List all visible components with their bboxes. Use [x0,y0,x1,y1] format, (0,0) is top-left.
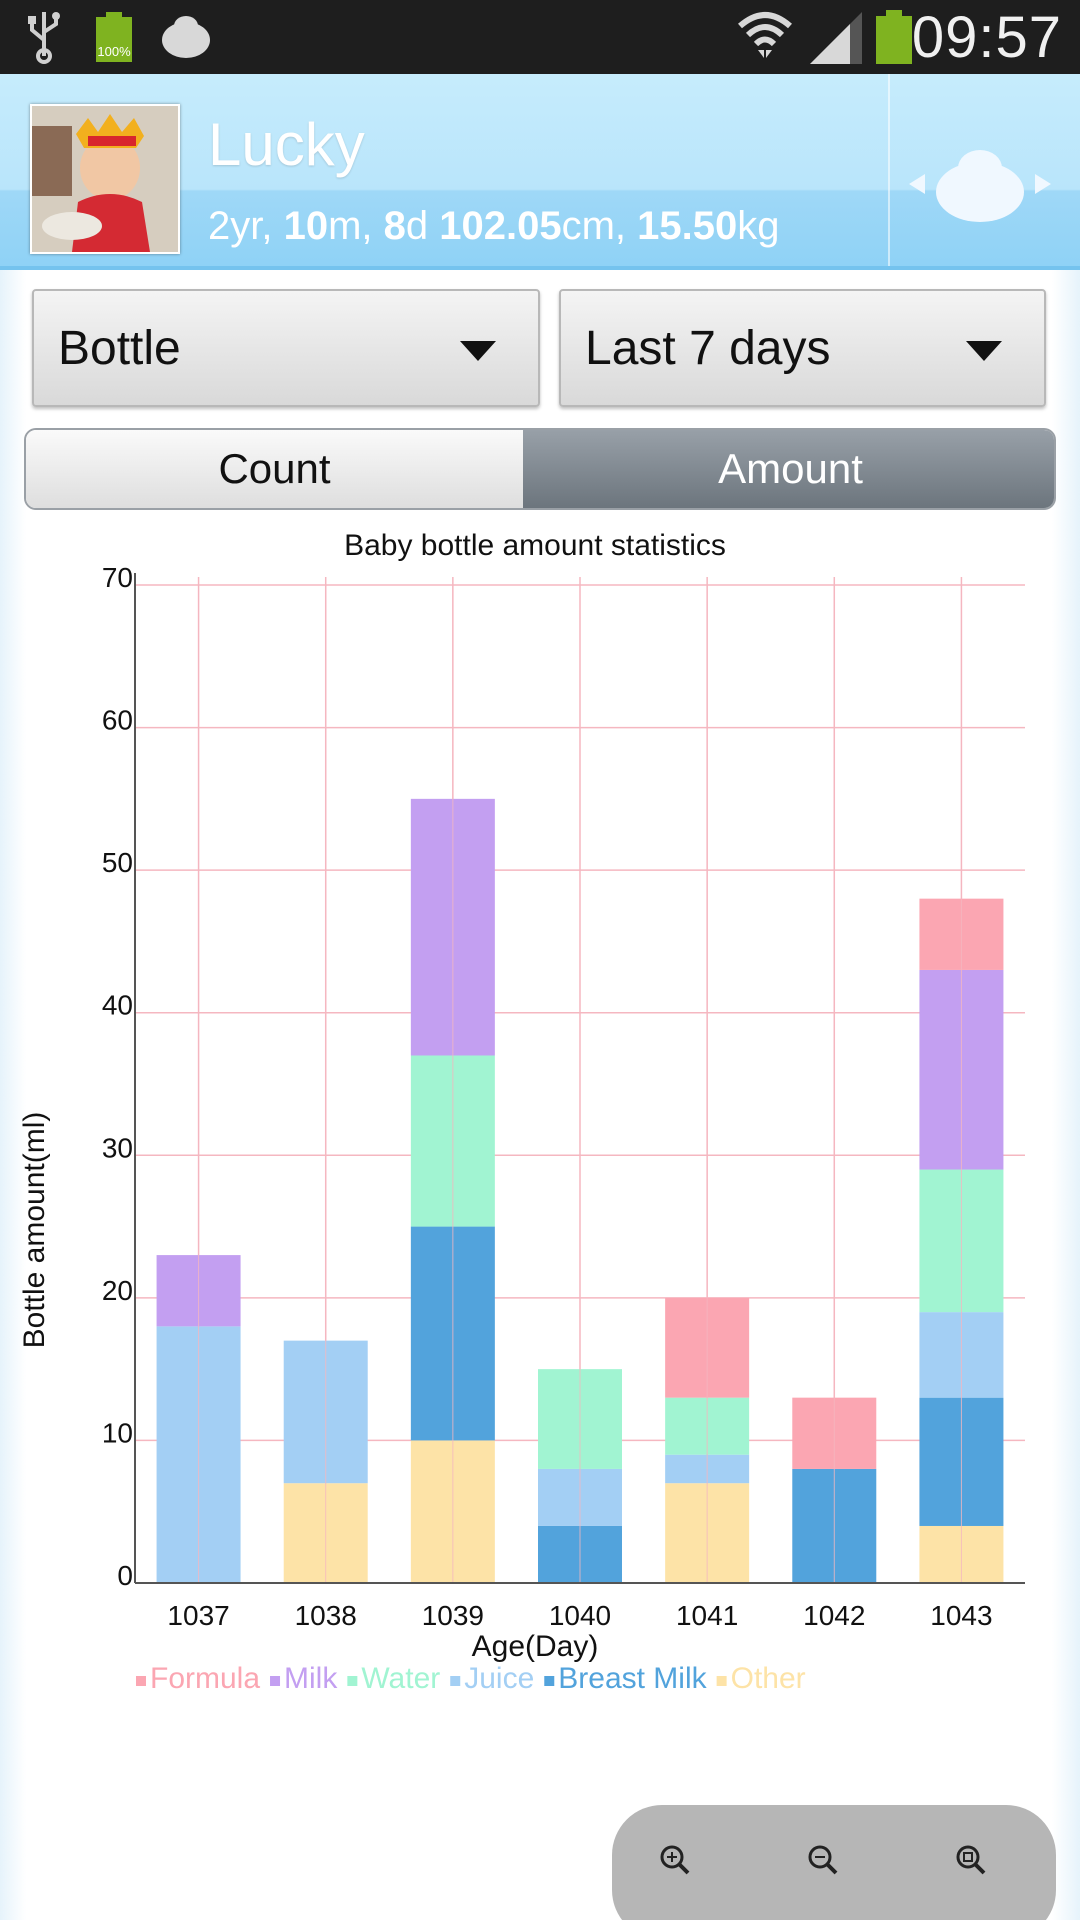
zoom-controls [612,1805,1056,1920]
y-tick-label: 20 [102,1275,133,1306]
usb-icon [28,12,60,64]
baby-stats: 2yr, 10m, 8d 102.05cm, 15.50kg [208,204,780,249]
legend-swatch [450,1676,461,1686]
age-days: 8 [383,204,406,248]
y-tick-label: 0 [117,1560,133,1591]
date-range-dropdown[interactable]: Last 7 days [559,289,1046,407]
tab-count[interactable]: Count [26,430,523,508]
battery-full-icon: 100% [96,12,132,62]
baby-photo [32,106,178,252]
date-range-value: Last 7 days [585,322,831,375]
y-tick-label: 10 [102,1417,133,1448]
zoom-in-icon[interactable] [648,1833,708,1893]
count-amount-toggle: Count Amount [24,428,1056,510]
legend-label-juice: Juice [464,1662,534,1695]
x-tick-label: 1039 [422,1600,484,1631]
chevron-down-icon [966,341,1002,361]
legend-label-breast-milk: Breast Milk [558,1662,707,1695]
legend-swatch [544,1676,555,1686]
y-axis-label: Bottle amount(ml) [18,1112,51,1349]
legend-swatch [136,1676,146,1686]
legend-label-formula: Formula [150,1662,260,1695]
chart-axes: 0 10 20 30 40 50 60 70 1037 1038 1039 1040 1041 1042 1… [102,562,1025,1631]
legend-swatch [270,1676,281,1686]
age-years: 2 [208,204,231,248]
tab-amount[interactable]: Amount [523,430,1054,508]
baby-avatar[interactable] [30,104,180,254]
x-axis-label: Age(Day) [472,1630,599,1663]
height-unit: cm, [561,204,638,248]
y-tick-label: 40 [102,990,133,1021]
x-tick-label: 1043 [930,1600,992,1631]
header-divider [888,74,890,266]
weight-unit: kg [737,204,780,248]
x-tick-label: 1040 [549,1600,611,1631]
legend-swatch [716,1676,727,1686]
bottle-amount-chart: 0 10 20 30 40 50 60 70 1037 1038 1039 1040 1041 1042 1… [18,529,1025,1695]
baby-app-icon [162,16,210,58]
legend-label-other: Other [731,1662,806,1695]
battery-icon [876,10,912,64]
age-days-unit: d [405,204,440,248]
zoom-reset-icon[interactable] [944,1833,1004,1893]
baby-switch-icon[interactable] [905,134,1055,234]
y-tick-label: 50 [102,847,133,878]
wifi-icon [738,12,792,58]
legend-swatch [347,1676,358,1686]
age-years-unit: yr, [230,204,284,248]
chart-legend: Formula Milk Water Juice Breast Milk Other [136,1662,806,1695]
chart-bars [156,585,1004,1583]
weight-value: 15.50 [637,204,738,248]
y-tick-label: 30 [102,1132,133,1163]
battery-percent-label: 100% [97,44,131,59]
baby-name: Lucky [208,111,365,178]
height-value: 102.05 [439,204,562,248]
age-months-unit: m, [328,204,384,248]
x-tick-label: 1041 [676,1600,738,1631]
chevron-down-icon [460,341,496,361]
record-type-value: Bottle [58,322,181,375]
record-type-dropdown[interactable]: Bottle [32,289,540,407]
legend-label-water: Water [361,1662,440,1695]
zoom-out-icon[interactable] [796,1833,856,1893]
status-bar: 100% 09:57 [0,0,1080,74]
clock: 09:57 [911,5,1062,70]
signal-icon [810,12,862,64]
legend-label-milk: Milk [284,1662,338,1695]
y-tick-label: 60 [102,705,133,736]
baby-profile-header: Lucky 2yr, 10m, 8d 102.05cm, 15.50kg [0,74,1080,270]
chart-title: Baby bottle amount statistics [344,529,726,562]
y-tick-label: 70 [102,562,133,593]
age-months: 10 [283,204,329,248]
x-tick-label: 1038 [295,1600,357,1631]
x-tick-label: 1042 [803,1600,865,1631]
x-tick-label: 1037 [167,1600,229,1631]
